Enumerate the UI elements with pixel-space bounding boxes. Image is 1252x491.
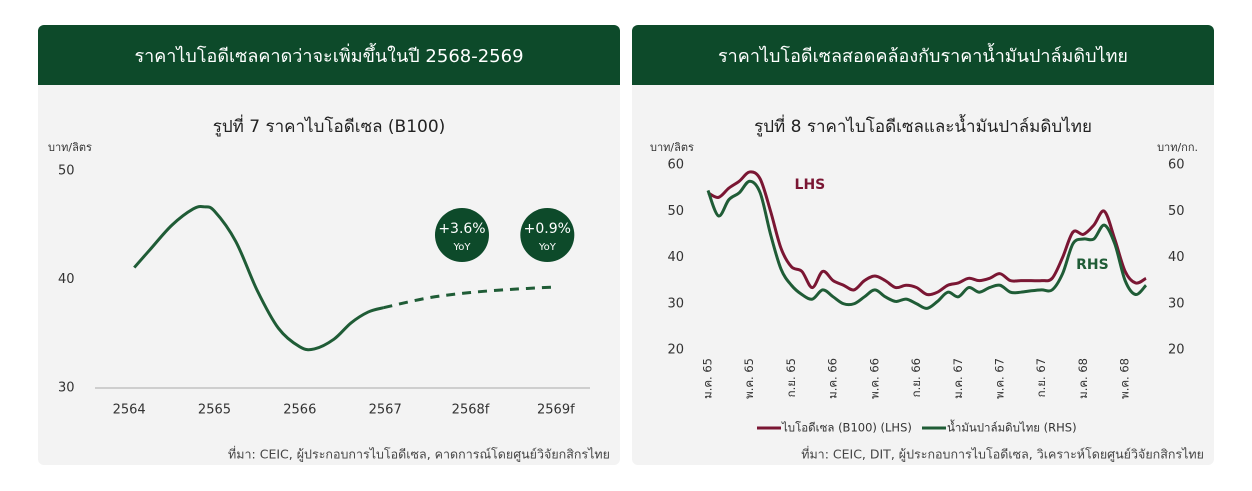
x-tick-label: 2567 (369, 403, 402, 418)
chart-title: รูปที่ 7 ราคาไบโอดีเซล (B100) (213, 114, 446, 137)
y-tick-label: 50 (667, 204, 684, 219)
y-tick-label: 30 (667, 296, 684, 311)
series-line (707, 170, 1147, 297)
annotation-text: RHS (1076, 257, 1109, 273)
annotation-bubble (434, 208, 489, 263)
annotation-text: LHS (795, 177, 826, 193)
x-tick-label: ม.ค. 68 (1076, 358, 1090, 399)
chart-title: รูปที่ 8 ราคาไบโอดีเซลและน้ำมันปาล์มดิบไ… (754, 114, 1092, 137)
legend-label: ไบโอดีเซล (B100) (LHS) (781, 421, 912, 435)
annotation-subtext: YoY (452, 242, 471, 253)
x-tick-label: ม.ค. 65 (701, 358, 715, 399)
y2-tick-label: 40 (1168, 250, 1185, 265)
series-line (133, 205, 384, 352)
annotation-text: +3.6% (438, 221, 485, 237)
x-tick-label: ม.ค. 67 (951, 358, 965, 399)
x-tick-label: พ.ค. 65 (742, 358, 756, 399)
annotation-text: +0.9% (524, 221, 571, 237)
annotation-subtext: YoY (538, 242, 557, 253)
y2-tick-label: 50 (1168, 204, 1185, 219)
y-tick-label: 40 (58, 272, 75, 287)
y-axis-label: บาท/ลิตร (650, 141, 694, 154)
x-tick-label: 2569f (537, 403, 575, 418)
panel (632, 25, 1214, 465)
y-tick-label: 60 (667, 158, 684, 173)
x-tick-label: 2566 (283, 403, 316, 418)
x-tick-label: 2568f (452, 403, 490, 418)
panel-header (632, 25, 1214, 85)
source-note: ที่มา: CEIC, ผู้ประกอบการไบโอดีเซล, คาดก… (228, 446, 610, 463)
y-tick-label: 20 (667, 343, 684, 358)
panel-header-text: ราคาไบโอดีเซลสอดคล้องกับราคาน้ำมันปาล์มด… (718, 43, 1128, 67)
x-tick-label: พ.ค. 67 (993, 358, 1007, 399)
y-axis-label: บาท/ลิตร (48, 141, 92, 154)
x-tick-label: ก.ย. 65 (784, 358, 798, 397)
x-tick-label: 2564 (113, 403, 146, 418)
x-tick-label: ก.ย. 67 (1034, 358, 1048, 397)
x-tick-label: 2565 (198, 403, 231, 418)
panel (38, 25, 620, 465)
y2-axis-label: บาท/กก. (1157, 141, 1198, 154)
legend-label: น้ำมันปาล์มดิบไทย (RHS) (947, 420, 1077, 435)
y-tick-label: 50 (58, 164, 75, 179)
annotation-bubble (520, 208, 575, 263)
x-tick-label: ม.ค. 66 (826, 358, 840, 399)
y-tick-label: 30 (58, 381, 75, 396)
y2-tick-label: 20 (1168, 343, 1185, 358)
y-tick-label: 40 (667, 250, 684, 265)
panel-header-text: ราคาไบโอดีเซลคาดว่าจะเพิ่มขึ้นในปี 2568-… (134, 43, 523, 67)
x-tick-label: พ.ค. 68 (1118, 358, 1132, 399)
panel-header (38, 25, 620, 85)
series-line (706, 179, 1148, 310)
x-tick-label: ก.ย. 66 (909, 358, 923, 397)
y2-tick-label: 60 (1168, 158, 1185, 173)
source-note: ที่มา: CEIC, DIT, ผู้ประกอบการไบโอดีเซล,… (801, 446, 1204, 463)
y2-tick-label: 30 (1168, 296, 1185, 311)
series-line (383, 285, 554, 310)
x-tick-label: พ.ค. 66 (867, 358, 881, 399)
